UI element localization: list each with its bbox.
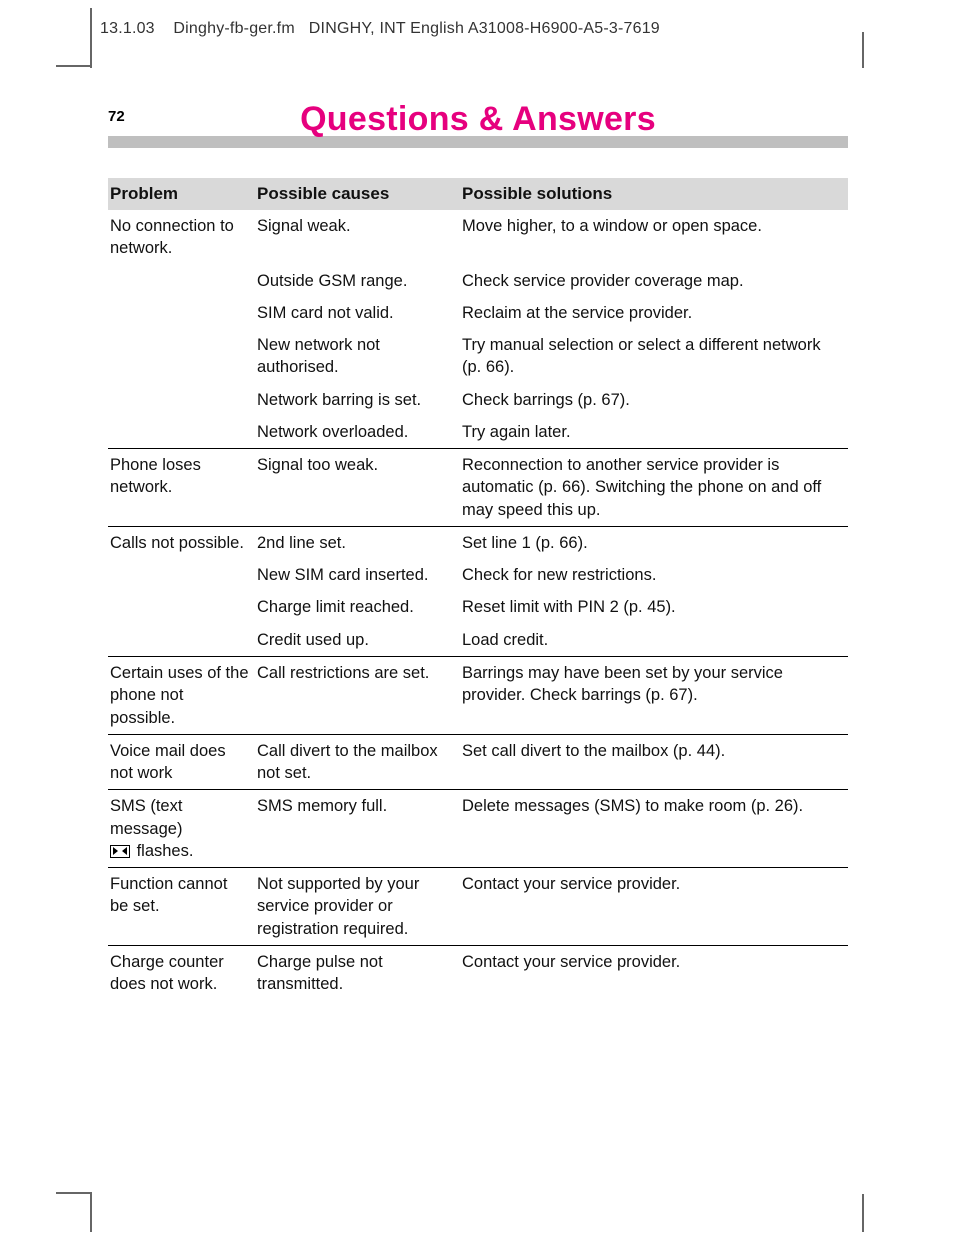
- table-row: Credit used up.Load credit.: [108, 624, 848, 657]
- crop-mark: [56, 1192, 92, 1194]
- cell-problem: [108, 384, 255, 416]
- cell-solution: Contact your service provider.: [460, 868, 848, 946]
- cell-cause: Not supported by your service provider o…: [255, 868, 460, 946]
- document-page: 13.1.03 Dinghy-fb-ger.fm DINGHY, INT Eng…: [0, 0, 954, 1246]
- cell-problem: No connection to network.: [108, 210, 255, 265]
- cell-solution: Try again later.: [460, 416, 848, 449]
- cell-solution: Delete messages (SMS) to make room (p. 2…: [460, 790, 848, 868]
- table-header-row: Problem Possible causes Possible solutio…: [108, 178, 848, 210]
- cell-cause: Call restrictions are set.: [255, 656, 460, 734]
- table-row: Phone loses network.Signal too weak.Reco…: [108, 449, 848, 527]
- header-filename: Dinghy-fb-ger.fm: [173, 20, 294, 37]
- cell-problem: [108, 329, 255, 384]
- cell-problem: [108, 416, 255, 449]
- cell-cause: New network not authorised.: [255, 329, 460, 384]
- cell-solution: Check barrings (p. 67).: [460, 384, 848, 416]
- title-bar: 72 Questions & Answers: [108, 104, 848, 148]
- qa-table: Problem Possible causes Possible solutio…: [108, 178, 848, 1000]
- crop-mark: [90, 8, 92, 68]
- page-content: 72 Questions & Answers Problem Possible …: [108, 104, 848, 1000]
- crop-mark: [90, 1194, 92, 1232]
- cell-problem: [108, 265, 255, 297]
- table-row: Function cannot be set.Not supported by …: [108, 868, 848, 946]
- cell-cause: Credit used up.: [255, 624, 460, 657]
- page-title: Questions & Answers: [108, 100, 848, 139]
- cell-problem: [108, 559, 255, 591]
- cell-problem: [108, 624, 255, 657]
- cell-cause: New SIM card inserted.: [255, 559, 460, 591]
- table-row: New network not authorised.Try manual se…: [108, 329, 848, 384]
- cell-cause: Charge pulse not transmitted.: [255, 945, 460, 1000]
- cell-solution: Load credit.: [460, 624, 848, 657]
- cell-solution: Reset limit with PIN 2 (p. 45).: [460, 591, 848, 623]
- table-row: Calls not possible.2nd line set.Set line…: [108, 526, 848, 559]
- header-date: 13.1.03: [100, 20, 155, 37]
- col-header-causes: Possible causes: [255, 178, 460, 210]
- cell-cause: Charge limit reached.: [255, 591, 460, 623]
- col-header-solutions: Possible solutions: [460, 178, 848, 210]
- table-row: SIM card not valid.Reclaim at the servic…: [108, 297, 848, 329]
- crop-mark: [862, 32, 864, 68]
- table-row: Network overloaded.Try again later.: [108, 416, 848, 449]
- cell-cause: SIM card not valid.: [255, 297, 460, 329]
- cell-problem: Certain uses of the phone not possible.: [108, 656, 255, 734]
- cell-cause: 2nd line set.: [255, 526, 460, 559]
- cell-cause: SMS memory full.: [255, 790, 460, 868]
- cell-solution: Try manual selection or select a differe…: [460, 329, 848, 384]
- crop-mark: [862, 1194, 864, 1232]
- table-row: Charge limit reached.Reset limit with PI…: [108, 591, 848, 623]
- sms-icon: [110, 845, 130, 858]
- cell-cause: Network barring is set.: [255, 384, 460, 416]
- col-header-problem: Problem: [108, 178, 255, 210]
- cell-problem: Charge counter does not work.: [108, 945, 255, 1000]
- table-row: Outside GSM range.Check service provider…: [108, 265, 848, 297]
- cell-solution: Check service provider coverage map.: [460, 265, 848, 297]
- cell-problem: Function cannot be set.: [108, 868, 255, 946]
- cell-solution: Set line 1 (p. 66).: [460, 526, 848, 559]
- cell-problem: [108, 297, 255, 329]
- document-header: 13.1.03 Dinghy-fb-ger.fm DINGHY, INT Eng…: [100, 20, 660, 38]
- cell-problem: [108, 591, 255, 623]
- table-row: Voice mail does not workCall divert to t…: [108, 734, 848, 790]
- cell-solution: Move higher, to a window or open space.: [460, 210, 848, 265]
- cell-cause: Signal too weak.: [255, 449, 460, 527]
- cell-problem: Voice mail does not work: [108, 734, 255, 790]
- cell-cause: Signal weak.: [255, 210, 460, 265]
- table-row: New SIM card inserted.Check for new rest…: [108, 559, 848, 591]
- cell-solution: Barrings may have been set by your servi…: [460, 656, 848, 734]
- table-row: Network barring is set.Check barrings (p…: [108, 384, 848, 416]
- cell-cause: Call divert to the mailbox not set.: [255, 734, 460, 790]
- cell-solution: Set call divert to the mailbox (p. 44).: [460, 734, 848, 790]
- cell-cause: Network overloaded.: [255, 416, 460, 449]
- cell-solution: Contact your service provider.: [460, 945, 848, 1000]
- cell-solution: Reclaim at the service provider.: [460, 297, 848, 329]
- cell-problem: SMS (text message) flashes.: [108, 790, 255, 868]
- cell-problem: Phone loses network.: [108, 449, 255, 527]
- crop-mark: [56, 65, 92, 67]
- cell-cause: Outside GSM range.: [255, 265, 460, 297]
- table-row: SMS (text message) flashes.SMS memory fu…: [108, 790, 848, 868]
- cell-solution: Check for new restrictions.: [460, 559, 848, 591]
- table-row: No connection to network.Signal weak.Mov…: [108, 210, 848, 265]
- cell-problem: Calls not possible.: [108, 526, 255, 559]
- header-doc-id: DINGHY, INT English A31008-H6900-A5-3-76…: [309, 20, 660, 37]
- table-row: Certain uses of the phone not possible.C…: [108, 656, 848, 734]
- table-row: Charge counter does not work.Charge puls…: [108, 945, 848, 1000]
- cell-solution: Reconnection to another service provider…: [460, 449, 848, 527]
